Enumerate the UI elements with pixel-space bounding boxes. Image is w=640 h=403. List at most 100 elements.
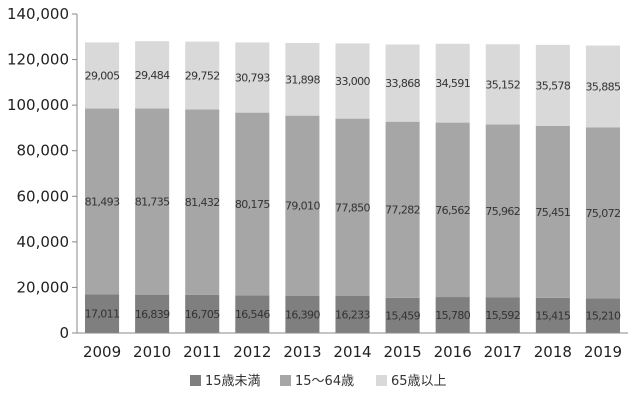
x-tick-label-2014: 2014 [333, 343, 371, 361]
legend-item-1: 15〜64歳 [280, 374, 354, 389]
data-label-2019-0: 15,210 [586, 310, 621, 323]
legend-item-2: 65歳以上 [376, 374, 447, 389]
bar-group-2017: 15,592 75,962 35,152 [485, 44, 521, 333]
legend-label-2: 65歳以上 [391, 374, 447, 389]
y-tick-label: 120,000 [7, 51, 69, 69]
bar-segment-2019-1 [585, 127, 620, 299]
bar-segment-2014-1 [335, 118, 370, 297]
bar-segment-2014-2 [335, 43, 370, 119]
bar-segment-2018-1 [535, 125, 570, 298]
bar-segment-2010-0 [135, 294, 170, 333]
bar-segment-2013-2 [285, 42, 320, 116]
x-tick-label-2009: 2009 [83, 343, 121, 361]
bar-group-2018: 15,415 75,451 35,578 [535, 44, 572, 333]
data-label-2013-1: 79,010 [285, 200, 320, 213]
bar-segment-2018-0 [535, 297, 570, 333]
bar-segment-2012-2 [235, 42, 270, 113]
bar-segment-2010-2 [135, 41, 170, 109]
data-label-2014-1: 77,850 [335, 201, 370, 214]
bar-group-2016: 15,780 76,562 34,591 [435, 43, 471, 333]
x-tick-label-2019: 2019 [584, 343, 622, 361]
y-tick-label: 80,000 [17, 142, 70, 160]
data-label-2016-1: 76,562 [435, 204, 470, 217]
data-label-2015-0: 15,459 [385, 309, 420, 322]
data-label-2011-2: 29,752 [185, 69, 220, 82]
legend-swatch-0 [190, 375, 201, 386]
data-label-2009-0: 17,011 [85, 308, 120, 321]
x-tick-label-2011: 2011 [183, 343, 221, 361]
x-tick-label-2013: 2013 [283, 343, 321, 361]
data-label-2009-2: 29,005 [85, 70, 120, 83]
bar-segment-2014-0 [335, 296, 370, 333]
data-label-2019-2: 35,885 [586, 80, 621, 93]
data-label-2017-2: 35,152 [485, 78, 520, 91]
bar-segment-2015-1 [385, 121, 420, 298]
data-label-2015-1: 77,282 [385, 204, 420, 217]
data-label-2015-2: 33,868 [385, 77, 420, 90]
bar-segment-2013-0 [285, 295, 320, 333]
data-label-2010-2: 29,484 [135, 69, 170, 82]
data-label-2011-0: 16,705 [185, 308, 220, 321]
data-label-2017-1: 75,962 [485, 205, 520, 218]
legend: 15歳未満 15〜64歳 65歳以上 [190, 374, 447, 389]
bar-group-2012: 16,546 80,175 30,793 [235, 42, 271, 333]
bar-segment-2009-1 [85, 108, 120, 295]
y-axis: 0 20,000 40,000 60,000 80,000 100,000 120,000 1… [7, 5, 78, 342]
bar-segment-2018-2 [535, 44, 570, 126]
bar-segment-2010-1 [135, 108, 170, 295]
bar-group-2015: 15,459 77,282 33,868 [385, 44, 421, 333]
y-tick-label: 40,000 [17, 233, 70, 251]
x-tick-label-2012: 2012 [233, 343, 271, 361]
x-tick-label-2016: 2016 [434, 343, 472, 361]
data-label-2018-1: 75,451 [535, 206, 570, 219]
bar-segment-2009-0 [85, 294, 120, 333]
legend-swatch-2 [376, 375, 387, 386]
data-label-2010-1: 81,735 [135, 196, 170, 209]
bar-segment-2019-0 [585, 298, 620, 333]
bar-segment-2011-0 [185, 294, 220, 333]
data-label-2016-2: 34,591 [435, 77, 470, 90]
bar-group-2019: 15,210 75,072 35,885 [585, 45, 622, 333]
data-label-2012-1: 80,175 [235, 198, 270, 211]
legend-swatch-1 [280, 375, 291, 386]
bar-segment-2016-1 [435, 122, 470, 298]
bar-segment-2019-2 [585, 45, 620, 128]
data-label-2017-0: 15,592 [485, 309, 520, 322]
bar-segment-2012-0 [235, 295, 270, 333]
data-label-2009-1: 81,493 [85, 195, 120, 208]
x-tick-label-2017: 2017 [484, 343, 522, 361]
y-tick-label: 60,000 [17, 187, 70, 205]
data-label-2018-2: 35,578 [535, 79, 570, 92]
bar-segment-2015-2 [385, 44, 420, 122]
data-label-2013-0: 16,390 [285, 308, 320, 321]
legend-label-0: 15歳未満 [205, 374, 261, 389]
legend-label-1: 15〜64歳 [295, 374, 354, 389]
y-tick-label: 140,000 [7, 5, 69, 23]
x-tick-label-2018: 2018 [534, 343, 572, 361]
y-tick-label: 0 [59, 324, 69, 342]
y-tick-label: 100,000 [7, 96, 69, 114]
bar-segment-2015-0 [385, 297, 420, 333]
bar-group-2013: 16,390 79,010 31,898 [285, 42, 321, 333]
bar-segment-2013-1 [285, 115, 320, 296]
bar-group-2009: 17,011 81,493 29,005 [85, 42, 121, 333]
bar-segment-2016-0 [435, 297, 470, 333]
x-tick-label-2015: 2015 [383, 343, 421, 361]
bar-segment-2012-1 [235, 112, 270, 296]
data-label-2016-0: 15,780 [435, 309, 470, 322]
legend-item-0: 15歳未満 [190, 374, 261, 389]
data-label-2013-2: 31,898 [285, 73, 320, 86]
x-tick-label-2010: 2010 [133, 343, 171, 361]
bar-group-2011: 16,705 81,432 29,752 [185, 41, 221, 333]
data-label-2014-0: 16,233 [335, 309, 370, 322]
data-label-2011-1: 81,432 [185, 196, 220, 209]
bar-segment-2017-2 [485, 44, 520, 125]
bars-group: 17,011 81,493 29,005 16,839 81,735 29,484 16,7… [85, 41, 622, 333]
bar-segment-2017-0 [485, 297, 520, 333]
bar-segment-2017-1 [485, 124, 520, 298]
bar-segment-2011-1 [185, 109, 220, 295]
bar-group-2010: 16,839 81,735 29,484 [135, 41, 171, 333]
data-label-2012-0: 16,546 [235, 308, 270, 321]
